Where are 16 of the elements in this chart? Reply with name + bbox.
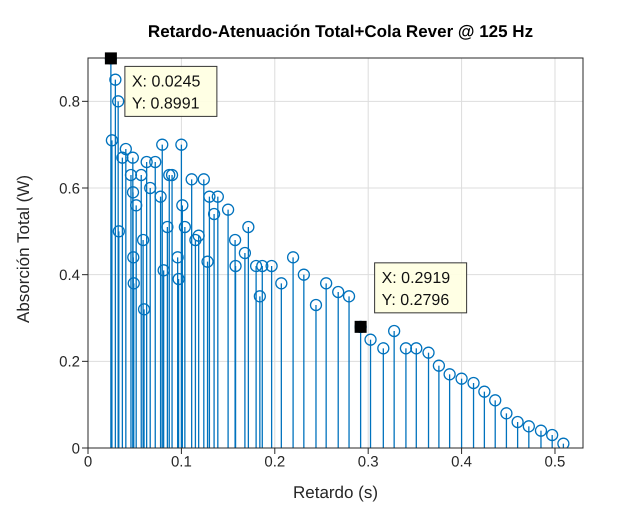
y-axis-title: Absorción Total (W) — [14, 174, 34, 323]
annotation: X: 0.0245 Y: 0.8991 — [132, 73, 200, 112]
y-tick-label: 0 — [72, 440, 80, 458]
x-tick-label: 0 — [84, 454, 92, 471]
chart-title: Retardo-Atenuación Total+Cola Rever @ 125 Hz — [146, 21, 534, 43]
x-tick-label: 0.2 — [264, 454, 286, 471]
y-tick-label: 0.4 — [59, 266, 80, 284]
x-tick-label: 0.4 — [451, 454, 472, 471]
x-tick-label: 0.3 — [358, 454, 379, 471]
x-axis-title: Retardo (s) — [292, 483, 378, 502]
y-tick-label: 0.6 — [59, 180, 80, 198]
y-tick-label: 0.8 — [59, 94, 80, 111]
annotation: X: 0.2919 Y: 0.2796 — [382, 270, 450, 309]
x-tick-label: 0.1 — [170, 454, 192, 471]
x-tick-label: 0.5 — [544, 454, 566, 471]
y-tick-label: 0.2 — [59, 354, 80, 371]
